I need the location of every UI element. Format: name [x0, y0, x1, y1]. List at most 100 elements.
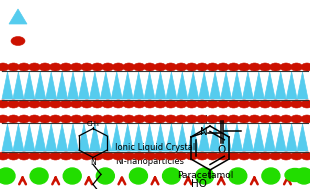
- Ellipse shape: [229, 168, 247, 184]
- Ellipse shape: [70, 100, 82, 108]
- Polygon shape: [100, 72, 111, 99]
- Ellipse shape: [133, 100, 145, 108]
- Ellipse shape: [60, 100, 72, 108]
- Ellipse shape: [81, 63, 93, 71]
- Polygon shape: [122, 124, 133, 151]
- Ellipse shape: [49, 152, 61, 160]
- Polygon shape: [89, 124, 100, 151]
- Ellipse shape: [63, 168, 81, 184]
- Polygon shape: [264, 72, 275, 99]
- Ellipse shape: [280, 63, 292, 71]
- Ellipse shape: [0, 152, 9, 160]
- Ellipse shape: [102, 152, 114, 160]
- Ellipse shape: [217, 100, 229, 108]
- Ellipse shape: [102, 100, 114, 108]
- Polygon shape: [35, 72, 46, 99]
- Ellipse shape: [228, 152, 240, 160]
- Polygon shape: [242, 124, 253, 151]
- Ellipse shape: [154, 63, 166, 71]
- Ellipse shape: [60, 63, 72, 71]
- Ellipse shape: [162, 168, 180, 184]
- Ellipse shape: [0, 100, 9, 108]
- Text: Paracetamol: Paracetamol: [177, 171, 233, 180]
- Polygon shape: [155, 124, 166, 151]
- Ellipse shape: [249, 115, 261, 123]
- Polygon shape: [177, 72, 188, 99]
- Ellipse shape: [290, 100, 303, 108]
- Ellipse shape: [154, 152, 166, 160]
- Polygon shape: [144, 124, 155, 151]
- Ellipse shape: [270, 100, 281, 108]
- Polygon shape: [210, 72, 221, 99]
- Ellipse shape: [7, 100, 20, 108]
- Ellipse shape: [238, 152, 250, 160]
- Ellipse shape: [238, 115, 250, 123]
- Polygon shape: [177, 124, 188, 151]
- Ellipse shape: [91, 152, 103, 160]
- Ellipse shape: [154, 100, 166, 108]
- Ellipse shape: [102, 115, 114, 123]
- Ellipse shape: [39, 152, 51, 160]
- Ellipse shape: [238, 63, 250, 71]
- Polygon shape: [275, 124, 286, 151]
- Text: N: N: [200, 127, 208, 137]
- Polygon shape: [57, 72, 68, 99]
- Polygon shape: [286, 124, 297, 151]
- Ellipse shape: [112, 152, 124, 160]
- Ellipse shape: [280, 100, 292, 108]
- Polygon shape: [111, 72, 122, 99]
- Ellipse shape: [196, 63, 208, 71]
- Ellipse shape: [196, 115, 208, 123]
- Ellipse shape: [207, 115, 219, 123]
- Ellipse shape: [133, 115, 145, 123]
- Ellipse shape: [81, 115, 93, 123]
- Ellipse shape: [228, 100, 240, 108]
- Ellipse shape: [0, 168, 15, 184]
- Ellipse shape: [270, 63, 281, 71]
- Ellipse shape: [186, 115, 198, 123]
- Ellipse shape: [39, 63, 51, 71]
- Ellipse shape: [49, 100, 61, 108]
- Ellipse shape: [18, 115, 30, 123]
- Text: O: O: [218, 145, 226, 155]
- Ellipse shape: [175, 63, 187, 71]
- Ellipse shape: [112, 115, 124, 123]
- Ellipse shape: [112, 100, 124, 108]
- Ellipse shape: [259, 100, 271, 108]
- Polygon shape: [253, 124, 264, 151]
- Ellipse shape: [11, 36, 25, 46]
- Polygon shape: [166, 124, 177, 151]
- Polygon shape: [286, 72, 297, 99]
- Polygon shape: [133, 72, 144, 99]
- Polygon shape: [100, 124, 111, 151]
- Ellipse shape: [280, 115, 292, 123]
- Ellipse shape: [60, 152, 72, 160]
- Ellipse shape: [290, 63, 303, 71]
- Ellipse shape: [70, 63, 82, 71]
- Polygon shape: [188, 124, 199, 151]
- Ellipse shape: [102, 63, 114, 71]
- Ellipse shape: [49, 63, 61, 71]
- Polygon shape: [78, 124, 89, 151]
- Ellipse shape: [91, 115, 103, 123]
- Polygon shape: [68, 124, 78, 151]
- Ellipse shape: [81, 100, 93, 108]
- Ellipse shape: [133, 152, 145, 160]
- Text: CH₃: CH₃: [86, 121, 100, 127]
- Ellipse shape: [165, 152, 177, 160]
- Ellipse shape: [144, 115, 156, 123]
- Ellipse shape: [285, 169, 305, 181]
- Ellipse shape: [295, 168, 310, 184]
- Ellipse shape: [262, 168, 280, 184]
- Ellipse shape: [259, 63, 271, 71]
- Text: HO: HO: [191, 179, 207, 189]
- Polygon shape: [264, 124, 275, 151]
- Ellipse shape: [186, 152, 198, 160]
- Ellipse shape: [18, 100, 30, 108]
- Ellipse shape: [29, 115, 40, 123]
- Ellipse shape: [175, 115, 187, 123]
- Ellipse shape: [175, 100, 187, 108]
- Ellipse shape: [144, 152, 156, 160]
- Ellipse shape: [196, 152, 208, 160]
- Polygon shape: [144, 72, 155, 99]
